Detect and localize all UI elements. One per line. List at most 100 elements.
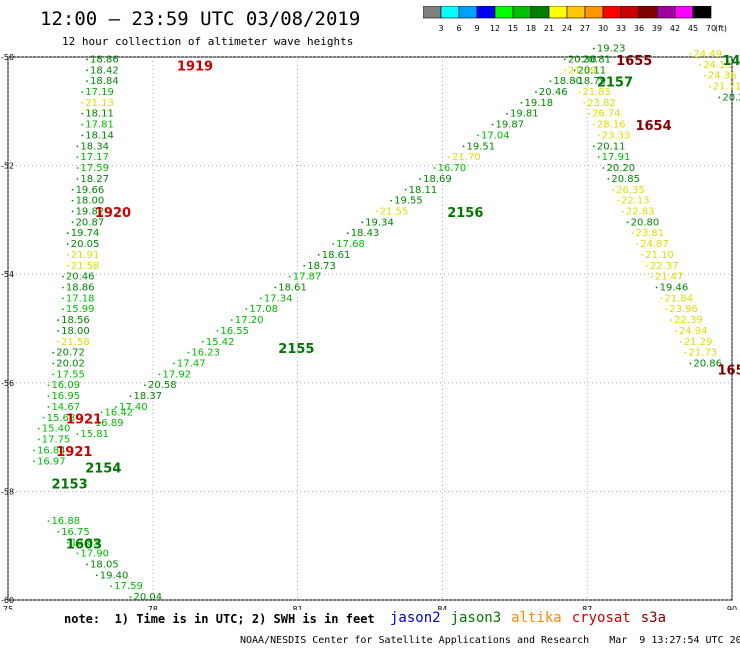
track-point <box>675 330 677 332</box>
wave-height-label: 17.59 <box>114 581 143 592</box>
track-point <box>573 69 576 72</box>
wave-height-label: 23.96 <box>669 304 698 315</box>
wave-height-label: 21.70 <box>452 152 481 163</box>
wave-height-label: 21.91 <box>71 250 100 261</box>
wave-height-label: 18.73 <box>307 261 336 272</box>
wave-height-label: 21.10 <box>645 250 674 261</box>
wave-height-label: 26.35 <box>616 185 645 196</box>
track-point <box>71 210 74 213</box>
track-point <box>583 101 586 104</box>
wave-height-label: 17.87 <box>293 272 322 283</box>
wave-height-label: 23.81 <box>635 228 664 239</box>
track-point <box>71 199 74 202</box>
track-point <box>588 112 590 115</box>
wave-height-label: 20.46 <box>66 272 95 283</box>
track-point <box>650 275 653 278</box>
wave-height-label: 20.11 <box>597 141 626 152</box>
track-point <box>86 69 88 72</box>
wave-height-label: 17.91 <box>602 152 631 163</box>
wave-height-label: 18.11 <box>409 185 438 196</box>
wave-height-label: 21.47 <box>655 272 684 283</box>
longitude-tick-label: 81 <box>293 605 303 610</box>
wave-height-label: 21.58 <box>71 261 100 272</box>
track-point <box>47 406 50 408</box>
wave-height-label: 22.37 <box>650 261 679 272</box>
wave-height-label: 17.18 <box>66 293 95 304</box>
wave-height-label: 19.82 <box>76 206 105 217</box>
track-point <box>129 395 132 397</box>
track-point <box>47 395 50 397</box>
legend-swatch <box>692 6 712 19</box>
legend-label: 33 <box>616 24 626 33</box>
wave-height-label: 18.56 <box>61 315 90 326</box>
track-point <box>491 123 494 126</box>
satellite-key: jason2 jason3 altika cryosat s3a <box>390 610 676 626</box>
track-point <box>689 362 692 365</box>
legend-label: 18 <box>526 24 536 33</box>
latitude-tick-label: -58 <box>1 487 14 496</box>
track-point <box>52 351 55 354</box>
wave-height-label: 18.43 <box>351 228 380 239</box>
legend-label: 21 <box>544 24 554 33</box>
pass-number-label: 1921 <box>66 412 102 427</box>
track-point <box>62 308 64 311</box>
legend-label: 70 <box>706 24 716 33</box>
track-point <box>612 188 615 191</box>
track-point <box>660 297 663 300</box>
wave-height-label: 15.40 <box>42 424 71 435</box>
wave-height-label: 21.29 <box>684 337 713 348</box>
track-point <box>708 85 711 88</box>
track-point <box>86 58 88 61</box>
wave-height-label: 24.87 <box>640 239 669 250</box>
wave-height-label: 24.36 <box>708 71 737 82</box>
track-point <box>47 520 50 522</box>
track-point <box>81 134 84 137</box>
pass-number-label: 2157 <box>597 76 633 91</box>
wave-height-label: 17.17 <box>80 152 109 163</box>
track-point <box>81 112 84 115</box>
track-point <box>187 351 190 354</box>
wave-height-label: 18.86 <box>66 282 95 293</box>
longitude-tick-label: 90 <box>727 605 737 610</box>
track-point <box>100 411 103 414</box>
wave-height-label: 17.47 <box>177 359 206 370</box>
track-point <box>617 199 619 202</box>
pass-number-label: 1603 <box>66 537 102 552</box>
wave-height-label: 18.86 <box>90 54 119 65</box>
wave-height-label: 15.42 <box>206 337 235 348</box>
wave-height-label: 21.55 <box>380 206 409 217</box>
wave-height-label: 21.71 <box>713 82 740 93</box>
wave-height-label: 20.29 <box>722 92 740 103</box>
wave-height-label: 18.42 <box>90 65 119 76</box>
latitude-tick-label: -52 <box>1 162 14 171</box>
wave-height-label: 21.58 <box>61 337 90 348</box>
wave-height-label: 17.85 <box>71 538 100 549</box>
track-point <box>679 340 682 343</box>
track-point <box>62 286 64 289</box>
pass-number-label: 2153 <box>51 478 87 493</box>
satellite-s3a: s3a <box>640 610 667 626</box>
wave-height-label: 17.19 <box>85 87 114 98</box>
track-point <box>433 167 436 169</box>
wave-height-label: 19.74 <box>71 228 100 239</box>
track-point <box>573 80 576 83</box>
track-point <box>462 145 465 148</box>
track-point <box>86 563 88 566</box>
longitude-tick-label: 84 <box>437 605 447 610</box>
wave-height-label: 19.55 <box>394 196 423 207</box>
wave-height-label: 20.02 <box>56 359 85 370</box>
track-point <box>81 123 84 126</box>
legend-label: 6 <box>456 24 461 33</box>
wave-height-label: 17.75 <box>42 435 71 446</box>
wave-height-label: 18.61 <box>322 250 351 261</box>
pass-number-label: 2154 <box>85 461 121 476</box>
wave-height-label: 20.87 <box>76 217 105 228</box>
latitude-tick-label: -60 <box>1 596 14 605</box>
track-point <box>76 177 79 180</box>
wave-height-label: 19.34 <box>365 217 394 228</box>
latitude-tick-label: -54 <box>1 270 14 279</box>
wave-height-label: 22.39 <box>674 315 703 326</box>
track-point <box>636 243 639 245</box>
wave-height-label: 15.68 <box>47 413 76 424</box>
satellite-cryosat: cryosat <box>571 610 631 626</box>
